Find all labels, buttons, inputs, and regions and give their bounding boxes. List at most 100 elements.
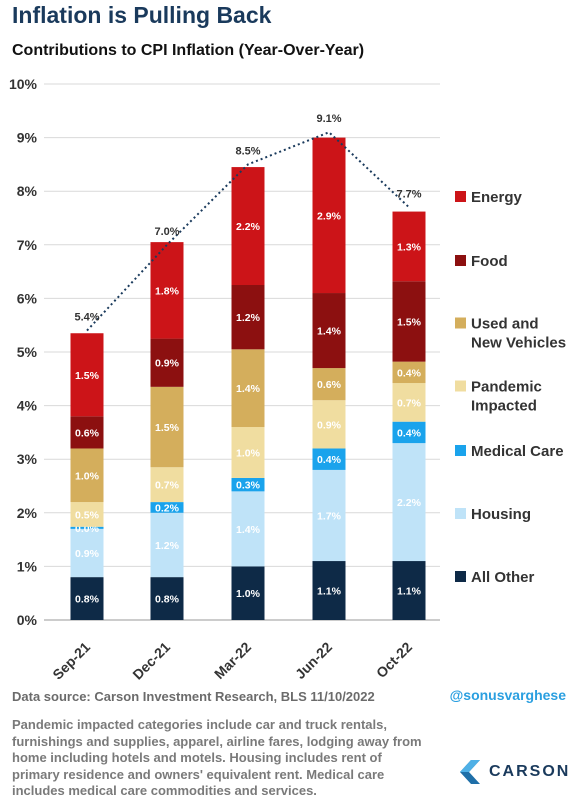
data-label: 0.8%	[75, 594, 100, 606]
data-label: 1.5%	[397, 316, 422, 328]
bar-segment-food	[70, 416, 104, 449]
brand-name: CARSON	[489, 763, 571, 780]
y-tick-label: 3%	[17, 451, 38, 467]
data-label: 0.2%	[155, 502, 180, 514]
data-source: Data source: Carson Investment Research,…	[12, 689, 375, 704]
x-tick-label: Jun-22	[292, 639, 335, 680]
y-tick-label: 9%	[17, 130, 38, 146]
total-label: 7.7%	[396, 188, 421, 200]
y-tick-label: 1%	[17, 558, 38, 574]
y-tick-label: 10%	[9, 76, 38, 92]
data-label: 2.9%	[317, 210, 342, 222]
data-label: 1.8%	[155, 285, 180, 297]
data-label: 0.4%	[397, 427, 422, 439]
data-label: 1.2%	[155, 540, 180, 552]
bar-segment-pandemic-impacted	[150, 467, 184, 503]
y-tick-label: 0%	[17, 612, 38, 628]
data-label: 1.4%	[317, 326, 342, 338]
data-label: 0.9%	[317, 419, 342, 431]
data-label: 1.7%	[317, 510, 342, 522]
bar-segment-all-other	[312, 561, 346, 620]
data-label: 1.2%	[236, 312, 261, 324]
x-tick-label: Mar-22	[211, 639, 254, 680]
bar-segment-used-and-new-vehicles	[392, 361, 426, 384]
data-label: 1.1%	[397, 586, 422, 598]
bar-segment-energy	[312, 137, 346, 294]
legend-swatch	[455, 380, 466, 392]
bar-segment-energy	[231, 167, 265, 285]
bar-segment-food	[392, 281, 426, 362]
data-label: 0.6%	[75, 427, 100, 439]
bar-segment-medical-care	[392, 421, 426, 444]
data-label: 1.4%	[236, 383, 261, 395]
bar-segment-all-other	[392, 561, 426, 620]
total-label: 7.0%	[154, 226, 179, 238]
bar-segment-housing	[231, 491, 265, 567]
legend-swatch	[455, 191, 466, 202]
bar-segment-used-and-new-vehicles	[150, 386, 184, 468]
bar-segment-medical-care	[312, 448, 346, 470]
data-label: 0.7%	[155, 480, 180, 492]
data-label: 0.8%	[155, 594, 180, 606]
legend-label: Pandemic	[471, 379, 542, 396]
data-label: 0.3%	[236, 480, 261, 492]
x-tick-label: Oct-22	[373, 639, 415, 680]
data-label: 1.5%	[155, 422, 180, 434]
y-tick-label: 2%	[17, 505, 38, 521]
chart-subtitle: Contributions to CPI Inflation (Year-Ove…	[12, 42, 365, 59]
bar-segment-pandemic-impacted	[312, 400, 346, 449]
carson-brand: CARSON	[459, 759, 570, 785]
footnote: Pandemic impacted categories include car…	[12, 717, 422, 798]
bar-segment-food	[231, 285, 265, 350]
data-label: 2.2%	[236, 221, 261, 233]
bar-segment-energy	[70, 333, 104, 417]
bar-segment-housing	[70, 528, 104, 578]
data-label: 1.5%	[75, 370, 100, 382]
bar-segment-medical-care	[70, 526, 104, 529]
bar-segment-used-and-new-vehicles	[70, 448, 104, 503]
bar-segment-food	[150, 338, 184, 387]
y-tick-label: 7%	[17, 237, 38, 253]
data-label: 1.0%	[75, 470, 100, 482]
legend-swatch	[455, 571, 466, 582]
total-label: 9.1%	[316, 113, 341, 125]
bar-segment-used-and-new-vehicles	[312, 368, 346, 401]
y-tick-label: 8%	[17, 183, 38, 199]
bar-segment-energy	[392, 211, 426, 282]
bar-segment-all-other	[150, 577, 184, 620]
bar-segment-energy	[150, 242, 184, 339]
total-label: 5.4%	[74, 312, 99, 324]
data-label: 2.2%	[397, 497, 422, 509]
bar-segment-food	[312, 293, 346, 369]
bar-segment-all-other	[231, 566, 265, 620]
legend-label: Medical Care	[471, 443, 564, 460]
chart-title: Inflation is Pulling Back	[12, 2, 272, 28]
bar-segment-medical-care	[231, 477, 265, 492]
data-label: 0.9%	[155, 358, 180, 370]
data-label: 0.6%	[317, 379, 342, 391]
carson-logo-icon	[460, 760, 480, 784]
stacked-bar-chart: 0%1%2%3%4%5%6%7%8%9%10%0.8%0.9%0.0%0.5%1…	[9, 76, 566, 680]
legend-label: Impacted	[471, 398, 537, 415]
bar-segment-all-other	[70, 577, 104, 620]
bar-segment-pandemic-impacted	[392, 383, 426, 422]
total-line	[86, 131, 410, 332]
total-label: 8.5%	[235, 145, 260, 157]
legend-label: New Vehicles	[471, 335, 566, 352]
author-handle: @sonusvarghese	[449, 687, 566, 703]
y-tick-label: 6%	[17, 290, 38, 306]
legend-label: Energy	[471, 189, 523, 206]
legend-label: All Other	[471, 569, 535, 586]
bar-segment-pandemic-impacted	[231, 427, 265, 478]
legend-swatch	[455, 317, 466, 329]
legend-label: Housing	[471, 506, 531, 523]
bar-segment-used-and-new-vehicles	[231, 349, 265, 428]
data-label: 0.5%	[75, 509, 100, 521]
x-tick-label: Dec-21	[129, 639, 173, 680]
data-label: 1.3%	[397, 241, 422, 253]
data-label: 1.0%	[236, 588, 261, 600]
data-label: 0.9%	[75, 548, 100, 560]
data-label: 0.7%	[397, 397, 422, 409]
data-label: 0.4%	[317, 454, 342, 466]
data-label: 1.0%	[236, 448, 261, 460]
